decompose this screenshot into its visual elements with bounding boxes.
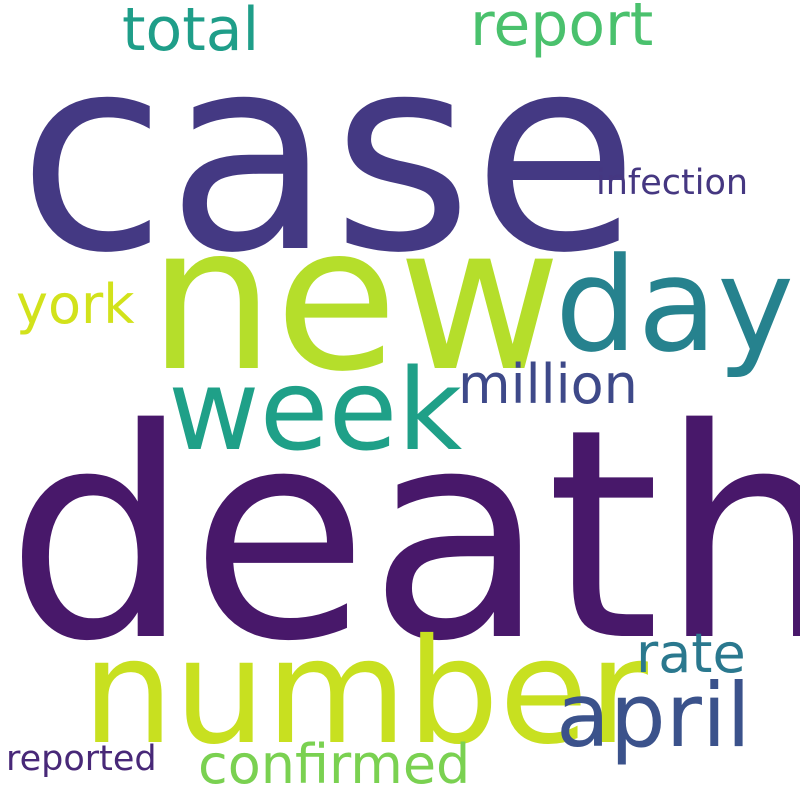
word-total: total [122,0,260,65]
word-million: million [458,353,638,416]
word-number: number [82,608,648,777]
word-case: case [18,0,639,312]
word-confirmed: confirmed [198,733,471,796]
word-york: york [16,273,135,336]
word-april: april [556,664,751,767]
word-rate: rate [636,622,746,685]
word-death: death [6,368,800,705]
word-day: day [555,229,795,381]
word-infection: infection [596,163,749,203]
word-report: report [470,0,654,60]
word-reported: reported [6,739,157,779]
word-new: new [148,183,562,416]
word-week: week [168,346,463,476]
